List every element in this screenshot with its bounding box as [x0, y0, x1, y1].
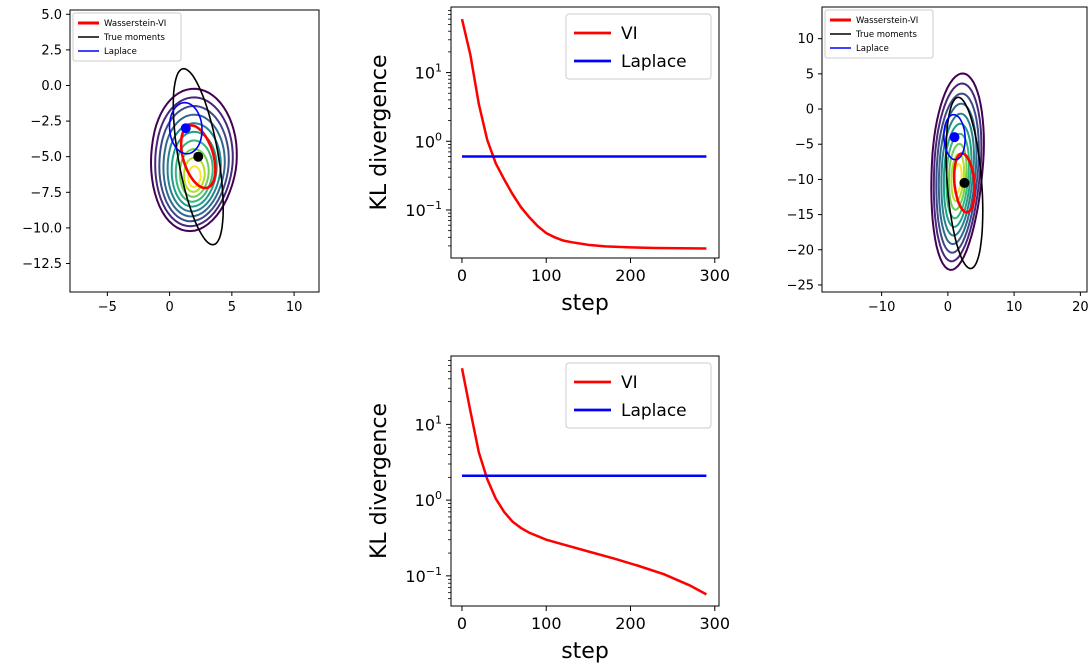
wasserstein-vi-ellipse — [952, 152, 976, 214]
y-tick-label-1-1: 100 — [415, 130, 442, 151]
x-axis-label-1: step — [561, 291, 609, 316]
series-line-VI-1 — [460, 18, 707, 250]
x-tick-label-3-1: 100 — [531, 614, 562, 633]
true-moments-ellipse — [945, 96, 984, 270]
contour-panel-2: −10 0 10 20 10 5 0 −5 −10 −15 −20 −25 Wasserstein-VI… — [787, 6, 1089, 315]
y-tick-label-2-1: 5 — [806, 67, 814, 82]
contour-line-0-6 — [174, 139, 214, 203]
legend-box-1 — [565, 13, 712, 80]
y-tick-label-0-0: 5.0 — [41, 8, 62, 23]
axes-frame-0 — [69, 9, 320, 293]
mean-point-2-1 — [959, 177, 970, 188]
legend-label-0-2: Laplace — [104, 47, 137, 57]
contour-line-0-7 — [178, 148, 210, 198]
x-tick-label-2-1: 0 — [944, 300, 952, 315]
contour-panel-0: −5 0 5 10 5.0 2.5 0.0 −2.5 −5.0 −7.5 −10.0 −12.5 Was… — [22, 8, 320, 315]
x-tick-label-0-0: −5 — [98, 300, 117, 315]
x-tick-label-2-3: 20 — [1072, 300, 1089, 315]
contour-line-0-1 — [154, 96, 234, 228]
mean-point-0-1 — [193, 151, 204, 162]
x-tick-label-1-2: 200 — [615, 266, 646, 285]
contour-line-2-1 — [932, 82, 983, 263]
y-tick-label-1-0: 10−1 — [405, 199, 442, 220]
legend-1: VI Laplace — [565, 13, 712, 80]
legend-label-1-1: Laplace — [621, 52, 687, 72]
x-tick-label-1-0: 0 — [457, 266, 467, 285]
y-tick-label-0-5: −7.5 — [30, 186, 62, 201]
legend-3: VI Laplace — [565, 362, 712, 429]
kl-panel-3: 0 100 200 300 10−1 100 101 step KL divergence VI L… — [367, 355, 731, 664]
contour-line-0-3 — [162, 113, 226, 218]
legend-label-3-0: VI — [621, 373, 638, 393]
contour-line-2-0 — [930, 72, 985, 271]
x-tick-label-1-1: 100 — [531, 266, 562, 285]
contour-line-0-5 — [170, 130, 218, 208]
x-tick-label-2-2: 10 — [1006, 300, 1023, 315]
y-tick-label-2-5: −15 — [787, 208, 814, 223]
axes-frame-1 — [450, 6, 720, 259]
legend-label-2-0: Wasserstein-VI — [856, 16, 918, 26]
legend-label-2-1: True moments — [855, 30, 917, 40]
legend-0: Wasserstein-VI True moments Laplace — [72, 12, 182, 62]
legend-2: Wasserstein-VI True moments Laplace — [824, 9, 934, 59]
legend-label-1-0: VI — [621, 24, 638, 44]
contour-line-2-3 — [937, 102, 978, 246]
laplace-ellipse — [943, 113, 966, 161]
series-line-VI-3 — [460, 368, 707, 596]
y-tick-label-0-7: −12.5 — [22, 257, 62, 272]
y-axis-label-1: KL divergence — [367, 54, 392, 210]
y-axis-label-3: KL divergence — [367, 403, 392, 559]
x-axis-label-3: step — [561, 639, 609, 664]
contour-line-2-5 — [942, 122, 973, 228]
y-tick-label-1-2: 101 — [415, 62, 442, 83]
y-tick-label-2-4: −10 — [787, 173, 814, 188]
x-tick-label-3-0: 0 — [457, 614, 467, 633]
y-tick-label-2-0: 10 — [797, 32, 814, 47]
x-tick-label-1-3: 300 — [700, 266, 731, 285]
x-tick-label-0-2: 5 — [228, 300, 236, 315]
y-tick-label-0-3: −2.5 — [30, 115, 62, 130]
y-tick-label-2-7: −25 — [787, 278, 814, 293]
y-tick-label-3-2: 101 — [415, 413, 442, 434]
plot-area-0 — [149, 67, 238, 246]
y-tick-label-0-6: −10.0 — [22, 221, 62, 236]
plot-area-2 — [930, 72, 985, 271]
y-tick-label-2-3: −5 — [795, 138, 814, 153]
mean-point-2-0 — [949, 132, 960, 143]
legend-label-0-0: Wasserstein-VI — [104, 19, 166, 29]
legend-label-0-1: True moments — [103, 33, 165, 43]
legend-label-3-1: Laplace — [621, 401, 687, 421]
true-moments-ellipse — [172, 67, 224, 246]
legend-box-2 — [824, 9, 934, 59]
y-tick-label-3-0: 10−1 — [405, 565, 442, 586]
x-tick-label-3-3: 300 — [700, 614, 731, 633]
mean-point-0-0 — [180, 123, 191, 134]
legend-label-2-2: Laplace — [856, 44, 889, 54]
x-tick-label-2-0: −10 — [868, 300, 895, 315]
contour-line-2-2 — [935, 92, 980, 254]
kl-panel-1: 0 100 200 300 10−1 100 101 step KL divergence VI L… — [367, 6, 731, 316]
legend-box-0 — [72, 12, 182, 62]
y-tick-label-0-4: −5.0 — [30, 150, 62, 165]
wasserstein-vi-ellipse — [179, 124, 217, 190]
axes-frame-3 — [450, 355, 720, 607]
legend-box-3 — [565, 362, 712, 429]
y-tick-label-0-2: 0.0 — [41, 79, 62, 94]
contour-line-2-4 — [940, 112, 976, 237]
x-tick-label-0-3: 10 — [286, 300, 303, 315]
x-tick-label-3-2: 200 — [615, 614, 646, 633]
y-tick-label-0-1: 2.5 — [41, 43, 62, 58]
y-tick-label-3-1: 100 — [415, 489, 442, 510]
contour-line-0-2 — [158, 104, 230, 223]
y-tick-label-2-2: 0 — [806, 103, 814, 118]
x-tick-label-0-1: 0 — [165, 300, 173, 315]
axes-frame-2 — [821, 6, 1088, 293]
contour-line-2-8 — [950, 153, 966, 203]
y-tick-label-2-6: −20 — [787, 243, 814, 258]
laplace-ellipse — [168, 101, 203, 155]
